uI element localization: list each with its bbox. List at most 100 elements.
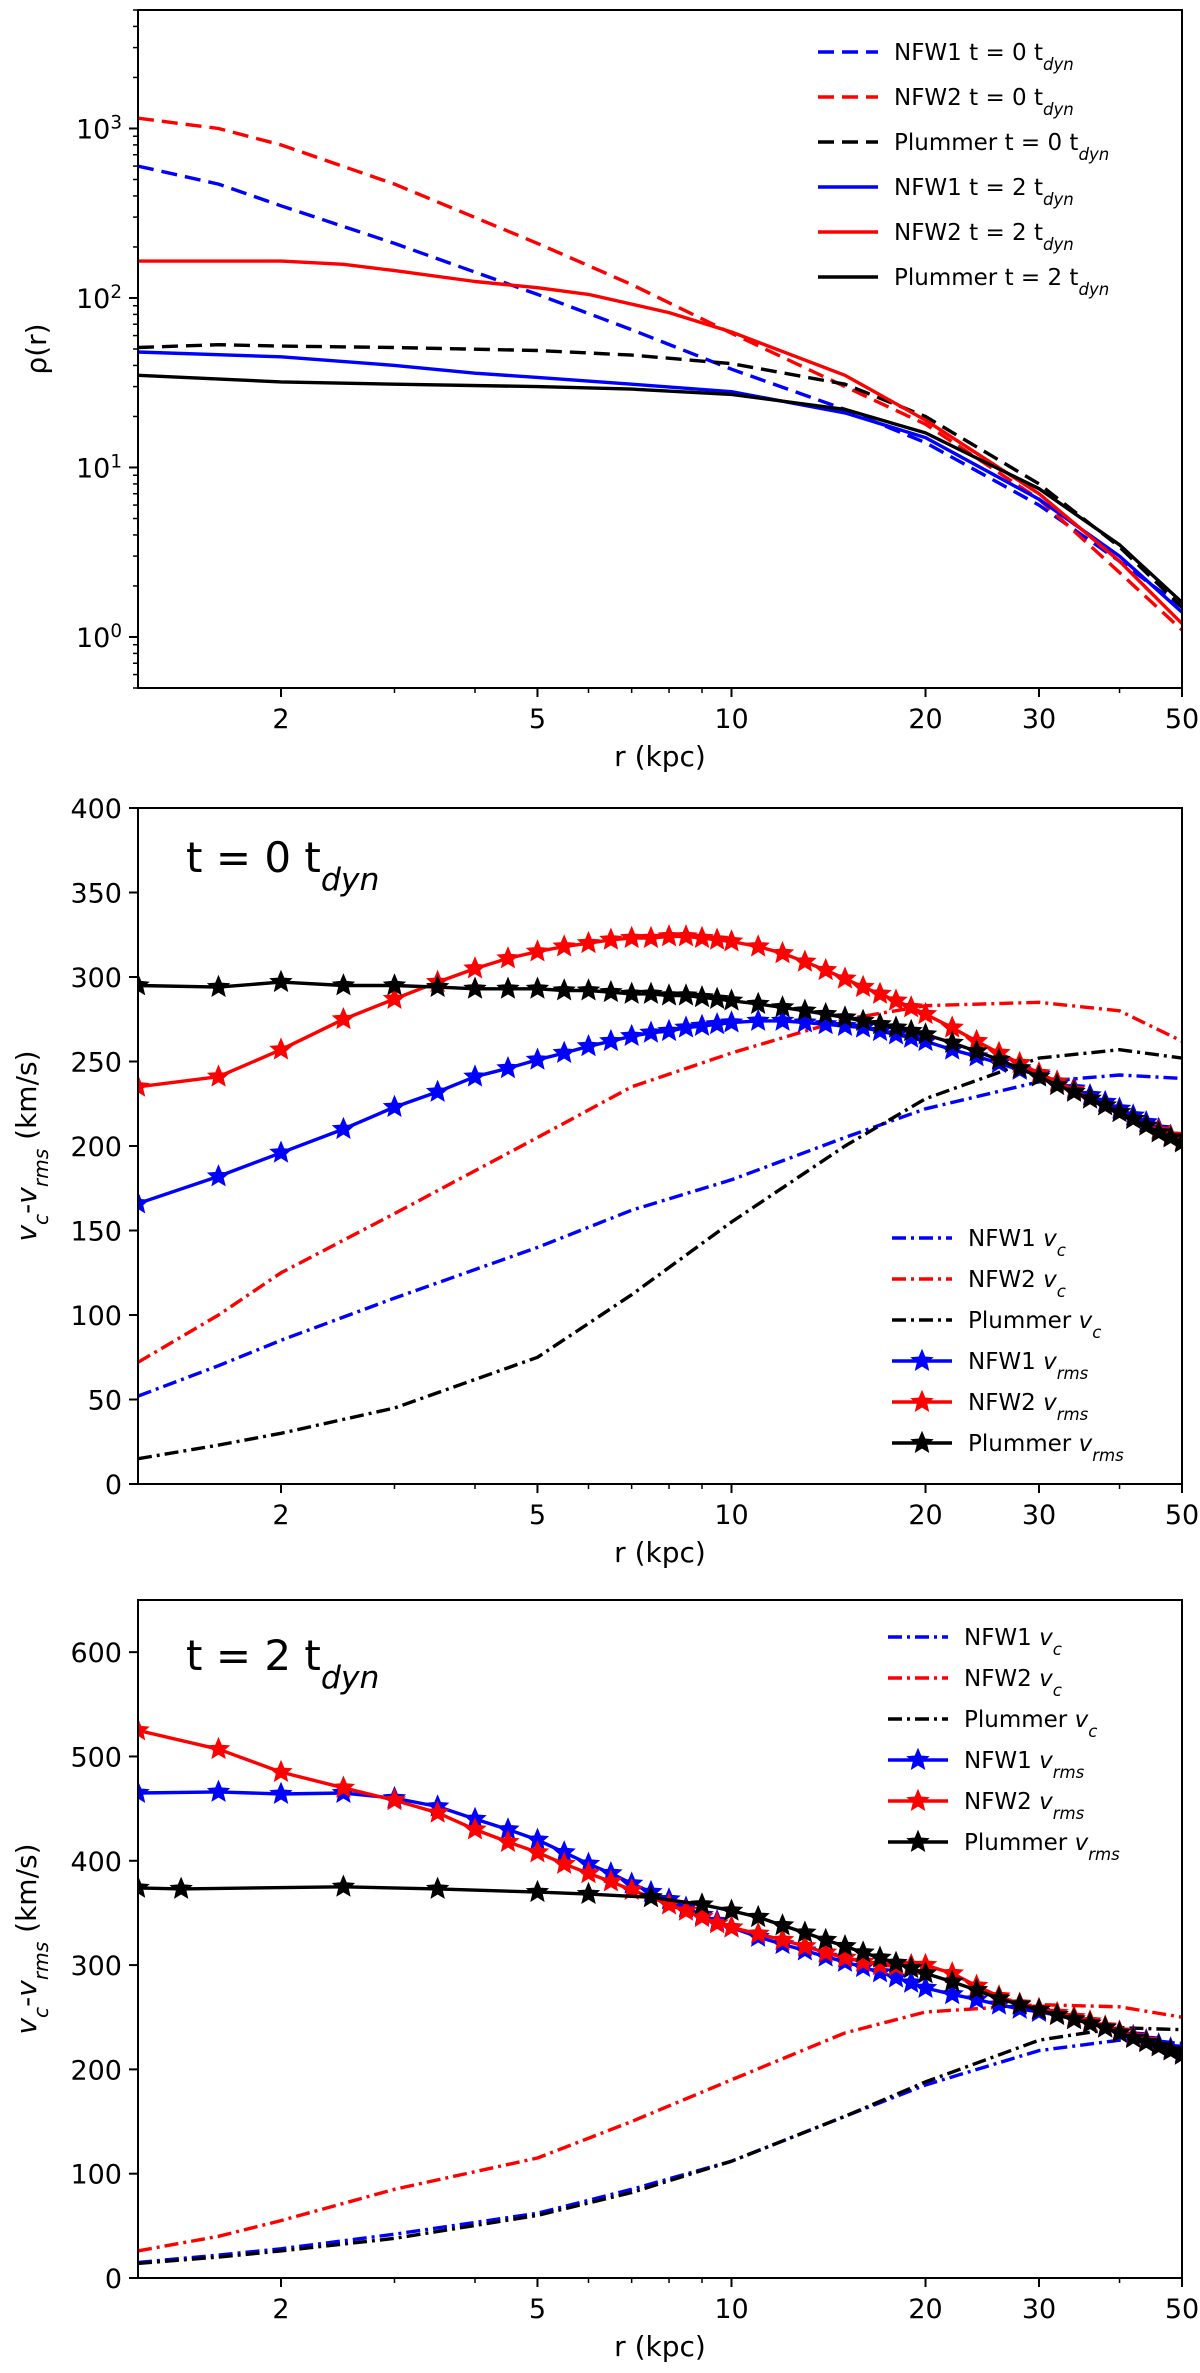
- data-point-5-14: [639, 925, 663, 949]
- data-point-4-3: [269, 1781, 293, 1804]
- legend: NFW1 vc NFW2 vc Plummer vc NFW1 vrms NFW2 vr…: [888, 1625, 1120, 1864]
- x-axis-label: r (kpc): [614, 2330, 706, 2363]
- data-point-5-4: [331, 1007, 356, 1030]
- data-point-4-1: [138, 1780, 150, 1803]
- x-tick-label: 30: [1022, 1500, 1056, 1531]
- y-tick-label: 102: [76, 281, 122, 315]
- y-tick-label: 350: [70, 879, 122, 910]
- data-point-4-11: [576, 1033, 601, 1057]
- x-tick-label: 20: [908, 1500, 942, 1531]
- data-point-6-18: [899, 1955, 923, 1979]
- data-point-6-3: [269, 969, 293, 993]
- data-point-6-35: [1045, 1072, 1069, 1096]
- y-tick-label: 100: [76, 620, 122, 654]
- data-point-5-26: [868, 981, 892, 1004]
- data-point-5-22: [793, 1933, 817, 1957]
- data-point-5-12: [599, 1869, 623, 1892]
- chart-panel-1: 2 5 10 20 30 50 r (kpc) 100 101 102 103 ρ(r) NFW1 t …: [20, 9, 1199, 773]
- data-point-6-17: [690, 984, 714, 1008]
- legend-entry-4: NFW1 t = 2 tdyn: [894, 175, 1074, 209]
- data-point-6-23: [1007, 1992, 1032, 2015]
- data-point-5-16: [674, 924, 698, 947]
- series-line-4: [138, 350, 1182, 614]
- series-line-5: [138, 259, 1182, 625]
- data-point-6-22: [987, 1986, 1011, 2009]
- data-point-6-26: [1062, 2007, 1086, 2030]
- data-point-6-16: [674, 983, 698, 1006]
- y-tick-label: 101: [76, 451, 122, 485]
- data-point-5-7: [463, 956, 487, 979]
- data-point-6-29: [913, 1022, 938, 1045]
- data-point-4-21: [770, 1008, 795, 1031]
- legend-entry-1: NFW1 t = 0 tdyn: [894, 40, 1074, 74]
- data-point-5-13: [619, 925, 644, 949]
- data-point-6-15: [657, 983, 681, 1006]
- legend-entry-5: NFW2 t = 2 tdyn: [894, 220, 1074, 254]
- data-point-6-11: [770, 1913, 795, 1936]
- data-point-4-5: [382, 1094, 407, 1118]
- x-tick-label: 50: [1165, 704, 1199, 735]
- legend-entry-6: Plummer t = 2 tdyn: [894, 265, 1109, 299]
- legend-entry-1: NFW1 vc: [964, 1625, 1062, 1659]
- data-point-6-25: [1045, 2002, 1069, 2026]
- x-tick-label: 10: [714, 1500, 748, 1531]
- y-tick-label: 600: [70, 1638, 122, 1669]
- data-point-5-17: [690, 925, 714, 949]
- series-line-1: [138, 2038, 1182, 2265]
- data-point-6-33: [1007, 1055, 1032, 1079]
- legend-entry-3: Plummer vc: [964, 1707, 1097, 1741]
- data-point-5-23: [813, 1940, 838, 1963]
- data-point-5-5: [382, 986, 407, 1009]
- data-point-4-9: [525, 1047, 550, 1070]
- data-point-4-3: [269, 1140, 293, 1163]
- data-point-6-36: [1062, 1079, 1086, 1102]
- data-point-6-22: [793, 998, 817, 1021]
- x-tick-label: 50: [1165, 1500, 1199, 1531]
- y-axis-label: ρ(r): [20, 323, 53, 374]
- data-point-4-24: [833, 1013, 857, 1036]
- data-point-4-1: [138, 1191, 150, 1214]
- x-tick-label: 20: [908, 704, 942, 735]
- legend-entry-6: Plummer vrms: [968, 1431, 1124, 1465]
- data-point-5-9: [525, 939, 550, 962]
- data-point-6-3: [331, 1874, 356, 1897]
- data-point-5-15: [657, 924, 681, 947]
- data-point-4-19: [719, 1010, 744, 1033]
- y-axis-label: vc-vrms (km/s): [10, 1050, 53, 1241]
- data-point-5-10: [552, 934, 576, 957]
- data-point-6-44: [1170, 1130, 1182, 1153]
- series-line-4: [138, 1019, 1182, 1206]
- legend-entry-2: NFW2 t = 0 tdyn: [894, 85, 1074, 119]
- data-point-6-12: [793, 1920, 817, 1943]
- data-point-6-10: [746, 1904, 770, 1928]
- y-tick-label: 150: [70, 1217, 122, 1248]
- data-point-5-25: [851, 1949, 875, 1972]
- data-point-5-4: [331, 1775, 356, 1798]
- data-point-6-2: [169, 1876, 193, 1899]
- chart-panel-3: 2 5 10 20 30 50 r (kpc) 0 100 200 300 400 500 600 vc-v…: [10, 1599, 1199, 2363]
- data-point-5-25: [851, 974, 875, 998]
- data-point-6-10: [552, 978, 576, 1001]
- data-point-6-5: [525, 1879, 550, 1903]
- data-point-6-2: [206, 974, 231, 998]
- series-line-3: [138, 343, 1182, 609]
- series-group: [138, 1718, 1182, 2266]
- legend-marker-4: [906, 1747, 930, 1770]
- data-point-4-23: [813, 1011, 838, 1035]
- data-point-6-9: [719, 1898, 744, 1921]
- data-point-5-20: [746, 934, 770, 957]
- data-point-6-11: [576, 978, 601, 1001]
- y-tick-label: 200: [70, 1132, 122, 1163]
- data-point-5-5: [382, 1787, 407, 1811]
- data-point-6-28: [899, 1018, 923, 1042]
- series-line-2: [138, 1000, 1182, 1364]
- data-point-5-3: [269, 1037, 293, 1060]
- data-point-6-24: [1027, 1997, 1051, 2020]
- data-point-4-18: [705, 1011, 729, 1035]
- data-point-6-4: [331, 973, 356, 996]
- y-tick-label: 300: [70, 1951, 122, 1982]
- data-point-6-1: [138, 1875, 150, 1898]
- data-point-6-14: [833, 1933, 857, 1957]
- legend-entry-2: NFW2 vc: [964, 1666, 1062, 1700]
